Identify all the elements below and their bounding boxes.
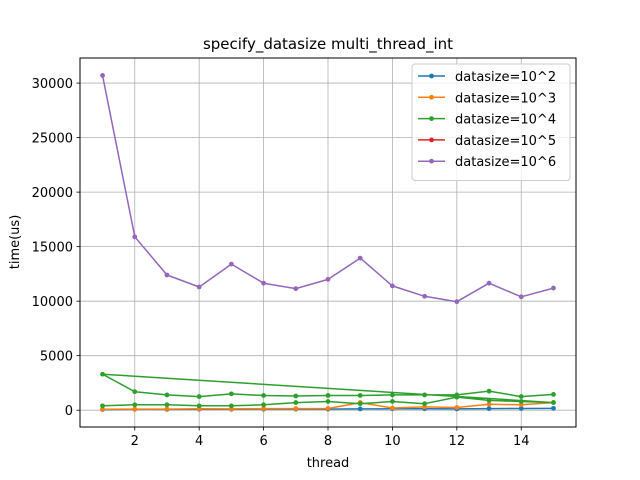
data-point [164,406,170,412]
x-tick-label: 4 [195,434,203,449]
data-point [518,394,524,399]
data-point [196,394,202,399]
data-point [551,405,556,411]
data-point [422,293,428,299]
data-point [390,405,395,411]
series-line [101,373,555,407]
y-tick-label: 0 [65,404,73,419]
data-point [357,255,363,261]
data-point [486,397,492,403]
data-point [261,280,266,286]
data-point [164,392,170,398]
data-point [454,405,460,410]
legend: datasize=10^2 datasize=10^3 datasize=10^4 d… [411,63,571,181]
legend-item: datasize=10^5 [418,134,556,149]
data-point [357,401,363,407]
chart-title: specify_datasize multi_thread_int [203,35,453,54]
y-tick-label: 15000 [32,241,73,256]
legend-item: datasize=10^4 [418,113,556,128]
data-point [390,283,395,289]
data-point [164,272,170,278]
legend-marker [429,158,434,164]
data-point [518,294,524,300]
legend-item: datasize=10^6 [418,155,556,170]
legend-marker [429,116,434,121]
data-point [228,261,234,267]
data-point [357,406,363,412]
y-axis-label: time(us) [8,215,23,270]
data-point [261,402,266,408]
y-axis: 0 5000 10000 15000 20000 25000 30000 [32,77,80,419]
series-5 [100,73,556,305]
x-tick-label: 14 [513,434,530,449]
x-tick-label: 8 [324,434,332,449]
y-tick-label: 25000 [32,132,73,147]
data-point [325,399,331,404]
data-point [551,391,556,397]
data-point [486,388,492,394]
legend-marker [429,137,434,143]
data-point [293,406,299,411]
data-point [325,406,331,411]
legend-box [411,63,571,181]
data-point [325,393,331,398]
legend-label: datasize=10^2 [455,70,556,85]
data-point [196,403,202,409]
x-axis: 2 4 6 8 10 12 14 [131,427,530,449]
data-point [422,401,428,407]
data-point [261,393,266,398]
x-tick-label: 2 [131,434,139,449]
data-point [551,400,556,405]
y-tick-label: 5000 [40,350,73,365]
data-point [100,371,105,377]
x-tick-label: 12 [449,434,466,449]
data-point [132,234,138,240]
data-point [293,393,299,399]
legend-item: datasize=10^2 [418,70,556,85]
data-point [100,73,105,78]
data-point [164,402,170,408]
legend-item: datasize=10^3 [418,91,556,106]
y-tick-label: 20000 [32,186,73,201]
data-point [132,402,138,408]
x-tick-label: 10 [384,434,401,449]
x-axis-label: thread [307,456,350,471]
legend-label: datasize=10^4 [455,113,556,128]
data-point [100,406,105,412]
data-point [390,399,395,404]
x-tick-label: 6 [259,434,267,449]
data-point [132,389,138,395]
data-point [486,401,492,407]
data-point [454,299,460,305]
data-point [293,286,299,292]
data-point [196,284,202,290]
data-point [100,403,105,409]
data-point [422,392,428,398]
data-point [486,280,492,286]
data-point [454,392,460,398]
legend-label: datasize=10^5 [455,134,556,149]
data-point [228,403,234,409]
data-point [132,406,138,412]
y-tick-label: 30000 [32,77,73,92]
legend-label: datasize=10^6 [455,155,556,170]
plot-area [100,73,556,412]
grid [80,58,576,427]
data-point [293,400,299,405]
data-point [486,406,492,411]
data-point [261,406,266,411]
y-tick-label: 10000 [32,295,73,310]
data-point [228,391,234,397]
data-point [518,399,524,404]
legend-marker [429,73,434,79]
data-point [551,285,556,291]
data-point [390,392,395,398]
legend-marker [429,94,434,100]
legend-label: datasize=10^3 [455,91,556,106]
data-point [325,276,331,282]
data-point [357,393,363,398]
series-3 [100,371,556,409]
data-point [518,406,524,411]
